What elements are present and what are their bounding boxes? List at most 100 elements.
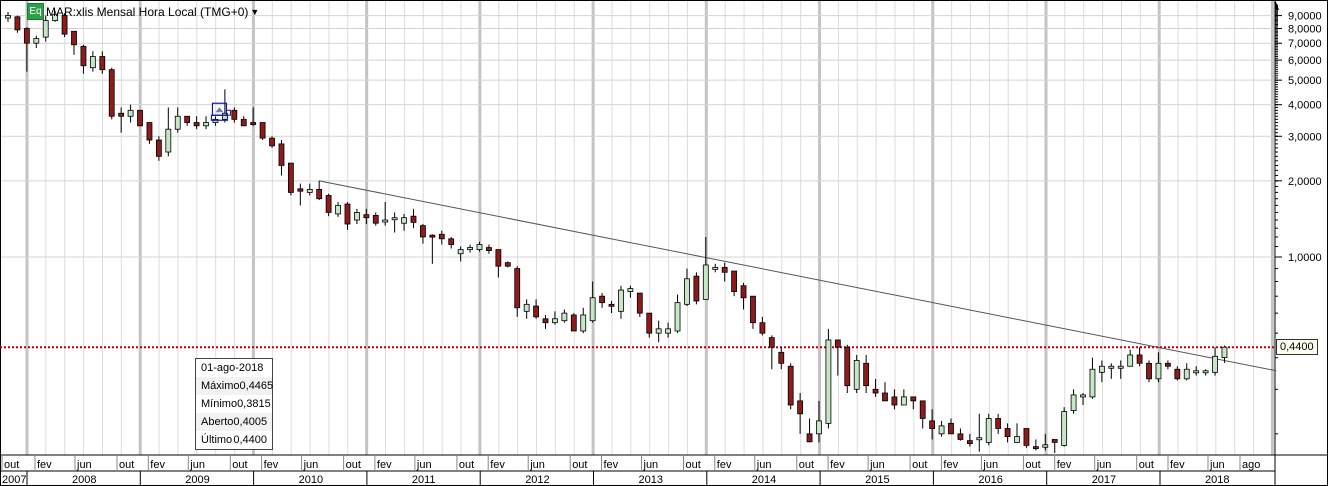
legend-value: 0,4005 xyxy=(233,416,268,428)
candle-body xyxy=(33,38,40,44)
y-tick-label: 9,0000 xyxy=(1288,11,1322,23)
candle-body xyxy=(891,396,898,406)
candle xyxy=(797,393,804,434)
candle-body xyxy=(467,247,473,250)
candle-body xyxy=(1042,444,1049,448)
candle-body xyxy=(306,189,313,193)
candle xyxy=(1089,357,1096,399)
candle-body xyxy=(778,351,785,364)
candle xyxy=(1004,423,1011,443)
candle xyxy=(71,30,77,55)
month-label: fev xyxy=(37,459,52,471)
candle-body xyxy=(438,233,445,240)
candle-body xyxy=(99,56,106,71)
candle xyxy=(702,236,709,300)
candle-body xyxy=(938,425,945,435)
candle-body xyxy=(52,13,59,21)
candle xyxy=(448,236,455,249)
candle xyxy=(674,294,681,334)
candle-body xyxy=(1164,362,1171,367)
month-label: jun xyxy=(643,459,659,471)
candle xyxy=(335,201,341,217)
candle xyxy=(844,344,851,394)
year-label: 2015 xyxy=(865,474,889,486)
candle-body xyxy=(759,322,766,334)
candle-body xyxy=(768,337,775,348)
candle-body xyxy=(118,112,125,117)
candle-body xyxy=(825,339,832,424)
month-label: fev xyxy=(1170,459,1185,471)
candle xyxy=(354,208,360,225)
candle-body xyxy=(533,305,539,318)
candle xyxy=(853,354,860,394)
candle-body xyxy=(919,400,926,419)
candle xyxy=(1032,439,1039,451)
candle xyxy=(495,249,502,278)
candle xyxy=(127,104,134,123)
candle-body xyxy=(165,128,172,153)
month-label: fev xyxy=(1057,459,1072,471)
month-label: fev xyxy=(150,459,165,471)
candle-body xyxy=(42,20,49,38)
candle xyxy=(863,354,870,394)
y-tick-label: 3,0000 xyxy=(1288,131,1322,143)
year-label: 2017 xyxy=(1092,474,1116,486)
candle xyxy=(1212,347,1218,376)
candle-body xyxy=(1127,354,1134,367)
candle-body xyxy=(966,440,973,444)
event-marker-tab xyxy=(225,109,231,116)
candle-body xyxy=(1080,394,1086,398)
candle xyxy=(259,122,266,141)
legend-label: Aberto xyxy=(201,416,234,428)
candle xyxy=(533,299,539,319)
candle-body xyxy=(740,285,747,299)
candle xyxy=(1127,349,1134,367)
candle xyxy=(1070,389,1077,414)
candle-body xyxy=(71,30,77,46)
candle xyxy=(1108,363,1115,379)
candle-body xyxy=(910,396,917,402)
candle xyxy=(1080,393,1086,406)
candle-body xyxy=(504,262,511,267)
candle xyxy=(750,295,756,329)
candle xyxy=(976,413,983,452)
candle-body xyxy=(1136,354,1143,364)
ohlc-legend: 01-ago-2018 Máximo 0,4465 Mínimo 0,3815 Ab… xyxy=(195,358,273,450)
month-label: jun xyxy=(869,459,885,471)
candle xyxy=(486,244,492,254)
candle-body xyxy=(1117,365,1124,369)
candle-body xyxy=(797,400,804,415)
candle-body xyxy=(552,318,558,324)
legend-row-low: Mínimo 0,3815 xyxy=(196,395,272,413)
caret-down-icon[interactable]: ▼ xyxy=(250,6,260,17)
candle-body xyxy=(684,278,690,305)
candle xyxy=(250,107,257,126)
candle-body xyxy=(1146,362,1152,380)
candle-body xyxy=(731,270,738,292)
y-minor-tick xyxy=(1274,1,1279,11)
month-label: fev xyxy=(943,459,958,471)
candle-body xyxy=(278,143,285,166)
candle xyxy=(1193,366,1200,376)
candle xyxy=(872,378,879,397)
legend-row-open: Aberto 0,4005 xyxy=(196,413,272,431)
candle xyxy=(5,11,11,22)
candle xyxy=(457,246,464,262)
chart-title-bar[interactable]: Eq MAR:xlis Mensal Hora Local (TMG+0) ▼ xyxy=(27,3,259,20)
month-label: jun xyxy=(982,459,998,471)
candle xyxy=(231,107,238,123)
candle-body xyxy=(957,433,964,440)
year-label: 2018 xyxy=(1205,474,1229,486)
candle-body xyxy=(514,268,521,309)
candle-body xyxy=(23,28,30,44)
candle xyxy=(552,311,558,325)
candle xyxy=(589,281,596,323)
candle xyxy=(995,413,1002,434)
candle-body xyxy=(561,312,568,322)
candle xyxy=(108,67,115,120)
candle-body xyxy=(655,328,662,334)
candle-body xyxy=(448,238,455,245)
month-label: out xyxy=(459,459,474,471)
candle-body xyxy=(844,346,851,387)
candle xyxy=(1117,360,1124,379)
